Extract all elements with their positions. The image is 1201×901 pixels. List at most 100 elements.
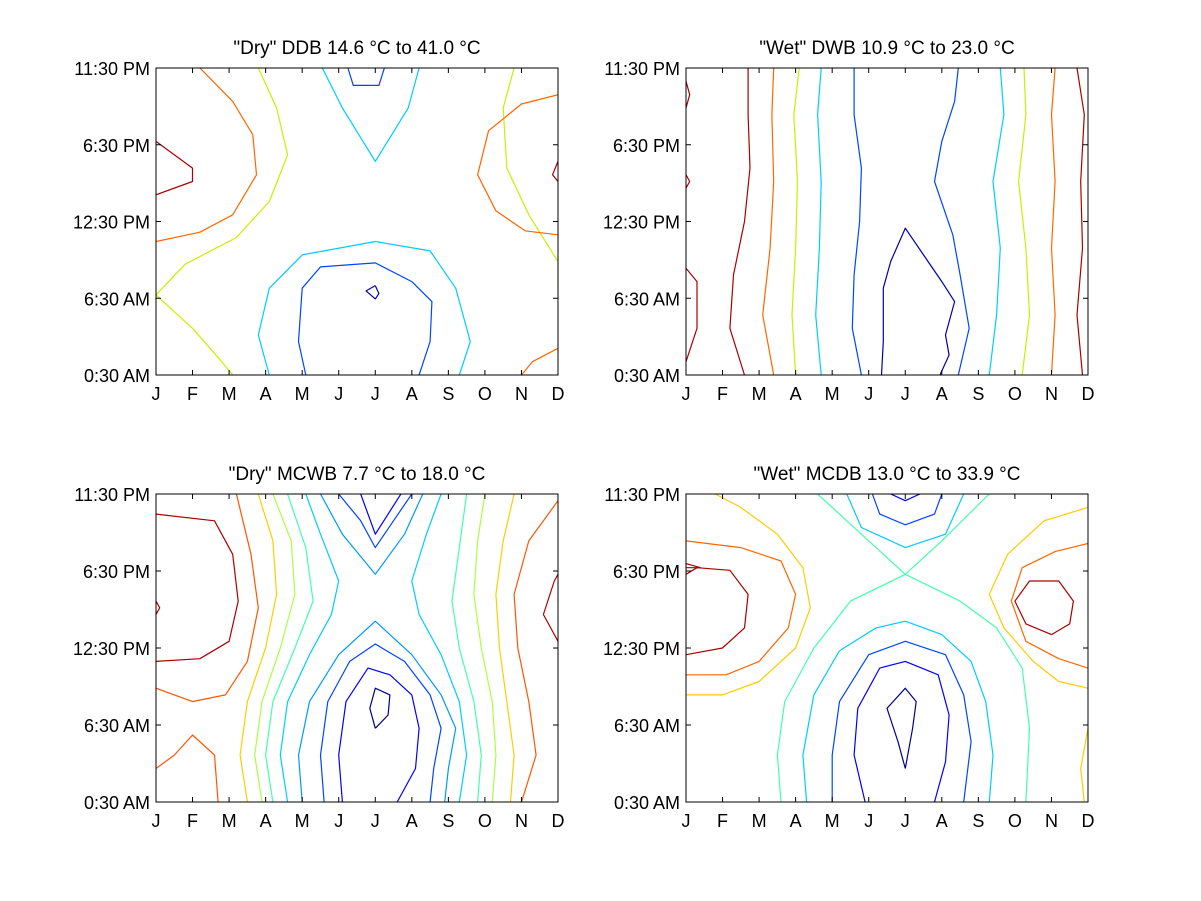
contour-panel-4: "Wet" MCDB 13.0 °C to 33.9 °C J F M A M J J A S O N… — [603, 464, 1095, 831]
x-tick-label: M — [752, 811, 767, 831]
contour-line-level-2 — [297, 262, 433, 375]
y-tick-label: 6:30 PM — [613, 136, 680, 156]
x-tick-label: A — [790, 811, 802, 831]
contour-line-level-4 — [156, 68, 289, 375]
contour-line-level-2 — [853, 660, 950, 802]
contour-line-level-5 — [817, 494, 990, 575]
contour-line-level-2 — [347, 68, 385, 87]
plot-area — [156, 68, 558, 375]
contour-line-level-7 — [254, 494, 296, 802]
y-tick-label: 6:30 PM — [83, 136, 150, 156]
x-tick-label: N — [1045, 811, 1058, 831]
contour-line-level-4 — [297, 620, 457, 802]
x-tick-label: F — [717, 811, 728, 831]
plot-area — [156, 494, 558, 802]
contour-line-level-5 — [279, 494, 340, 802]
x-tick-label: D — [552, 811, 565, 831]
contour-line-level-5 — [156, 68, 258, 243]
contour-lines — [686, 494, 1088, 802]
x-tick-label: O — [478, 811, 492, 831]
x-tick-label: J — [334, 384, 343, 404]
x-tick-label: D — [1082, 384, 1095, 404]
contour-panel-2: "Wet" DWB 10.9 °C to 23.0 °C J F M A M J J A S O N D… — [603, 38, 1095, 404]
contour-line-level-6 — [686, 81, 691, 109]
x-tick-label: J — [371, 811, 380, 831]
x-tick-label: A — [260, 811, 272, 831]
contour-line-level-5 — [411, 494, 468, 802]
contour-panel-1: "Dry" DDB 14.6 °C to 41.0 °C J F M A M J J A S O N D… — [73, 38, 565, 404]
x-tick-label: D — [552, 384, 565, 404]
x-tick-label: M — [825, 811, 840, 831]
x-tick-label: M — [295, 384, 310, 404]
contour-line-level-10 — [156, 513, 239, 662]
y-tick-label: 12:30 PM — [73, 213, 150, 233]
contour-line-level-2 — [933, 68, 970, 375]
y-tick-label: 6:30 PM — [613, 562, 680, 582]
contour-line-level-7 — [686, 540, 797, 676]
contour-line-level-1 — [369, 687, 391, 729]
x-tick-label: O — [478, 384, 492, 404]
contour-line-level-6 — [265, 494, 314, 802]
y-tick-label: 12:30 PM — [73, 639, 150, 659]
contour-line-level-4 — [791, 68, 800, 375]
contour-line-level-3 — [319, 643, 442, 802]
x-tick-label: J — [152, 811, 161, 831]
contour-line-level-4 — [319, 494, 424, 575]
contour-line-level-6 — [451, 494, 482, 802]
contour-line-level-10 — [156, 600, 161, 615]
contour-line-level-5 — [762, 68, 775, 375]
contour-line-level-6 — [551, 161, 558, 182]
contour-line-level-3 — [257, 240, 471, 375]
contour-line-level-8 — [239, 494, 278, 802]
x-tick-label: S — [442, 811, 454, 831]
contour-line-level-9 — [513, 500, 558, 802]
y-tick-label: 12:30 PM — [603, 213, 680, 233]
x-tick-label: J — [682, 384, 691, 404]
x-tick-label: M — [295, 811, 310, 831]
y-tick-label: 11:30 PM — [74, 485, 150, 505]
contour-line-level-1 — [886, 687, 917, 769]
contour-line-level-4 — [846, 494, 965, 549]
contour-line-level-6 — [729, 68, 751, 375]
contour-line-level-2 — [338, 667, 420, 802]
x-tick-label: S — [972, 811, 984, 831]
contour-line-level-8 — [1014, 580, 1075, 636]
x-tick-label: F — [187, 384, 198, 404]
contour-line-level-4 — [802, 620, 994, 802]
contour-lines — [156, 494, 558, 802]
contour-panel-3: "Dry" MCWB 7.7 °C to 18.0 °C J F M A M J J A S O N D… — [73, 464, 565, 831]
x-tick-label: O — [1008, 384, 1022, 404]
contour-line-level-6 — [686, 801, 688, 802]
x-tick-label: A — [406, 811, 418, 831]
y-tick-label: 11:30 PM — [604, 59, 680, 79]
contour-line-level-4 — [1017, 68, 1031, 375]
x-tick-label: A — [790, 384, 802, 404]
contour-line-level-3 — [815, 68, 822, 375]
contour-line-level-7 — [473, 494, 497, 802]
x-tick-label: J — [334, 811, 343, 831]
y-tick-label: 0:30 AM — [84, 793, 150, 813]
x-tick-label: J — [864, 384, 873, 404]
x-tick-label: A — [936, 811, 948, 831]
x-tick-label: J — [152, 384, 161, 404]
contour-line-level-9 — [156, 734, 219, 802]
y-tick-label: 6:30 AM — [614, 716, 680, 736]
x-tick-label: J — [901, 384, 910, 404]
chart-title: "Wet" DWB 10.9 °C to 23.0 °C — [759, 38, 1014, 59]
x-tick-label: S — [442, 384, 454, 404]
contour-line-level-6 — [686, 174, 691, 189]
x-tick-label: J — [682, 811, 691, 831]
y-tick-label: 6:30 AM — [84, 289, 150, 309]
contour-line-level-7 — [1010, 542, 1088, 669]
y-tick-label: 0:30 AM — [84, 366, 150, 386]
contour-line-level-8 — [495, 494, 515, 802]
x-tick-label: M — [825, 384, 840, 404]
chart-title: "Dry" MCWB 7.7 °C to 18.0 °C — [229, 464, 486, 485]
contour-line-level-5 — [521, 347, 558, 375]
contour-line-level-6 — [156, 140, 194, 196]
contour-line-level-8 — [686, 563, 702, 569]
contour-line-level-6 — [686, 267, 698, 362]
contour-line-level-10 — [542, 574, 558, 642]
contour-line-level-5 — [1050, 68, 1056, 375]
